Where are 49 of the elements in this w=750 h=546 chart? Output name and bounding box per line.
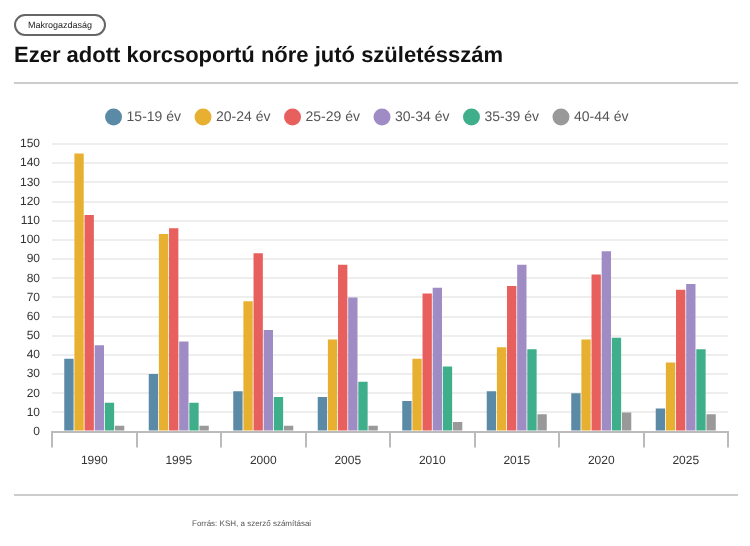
bar xyxy=(189,402,199,431)
bar xyxy=(317,397,328,431)
bar xyxy=(348,297,358,431)
bar xyxy=(601,251,611,431)
bar xyxy=(74,153,84,431)
bar xyxy=(527,349,537,431)
bar xyxy=(655,408,666,431)
bar xyxy=(591,274,601,431)
bar xyxy=(94,345,104,431)
bar xyxy=(358,381,368,431)
bar xyxy=(676,289,686,431)
bar xyxy=(253,253,263,431)
bar xyxy=(158,234,169,431)
bar xyxy=(263,329,273,431)
bar xyxy=(507,285,517,431)
bar xyxy=(148,374,159,431)
bar xyxy=(686,283,696,431)
bar xyxy=(368,425,378,431)
bar xyxy=(179,341,189,431)
bar xyxy=(104,402,115,431)
bar xyxy=(432,287,442,431)
bar xyxy=(621,412,632,431)
bar xyxy=(696,349,706,431)
bar xyxy=(84,214,94,431)
bar xyxy=(64,358,74,431)
bar xyxy=(338,264,348,431)
bar xyxy=(452,422,463,431)
bar xyxy=(283,425,294,431)
bar xyxy=(402,400,412,431)
bar xyxy=(442,366,453,431)
bar xyxy=(496,347,507,431)
bar xyxy=(114,425,125,431)
bar xyxy=(169,228,179,431)
bar xyxy=(422,293,432,431)
bar xyxy=(571,393,581,431)
bar xyxy=(486,391,497,431)
bar xyxy=(327,339,338,431)
chart-title: Ezer adott korcsoportú nőre jutó születésszám xyxy=(14,44,503,68)
bar xyxy=(611,337,622,431)
bar xyxy=(199,425,209,431)
bar xyxy=(243,301,253,431)
bar xyxy=(412,358,422,431)
bar xyxy=(665,362,676,431)
bar xyxy=(706,414,716,431)
bar xyxy=(581,339,591,431)
bar xyxy=(233,391,243,431)
bar xyxy=(273,397,284,431)
bar xyxy=(517,264,527,431)
bar xyxy=(537,414,547,431)
